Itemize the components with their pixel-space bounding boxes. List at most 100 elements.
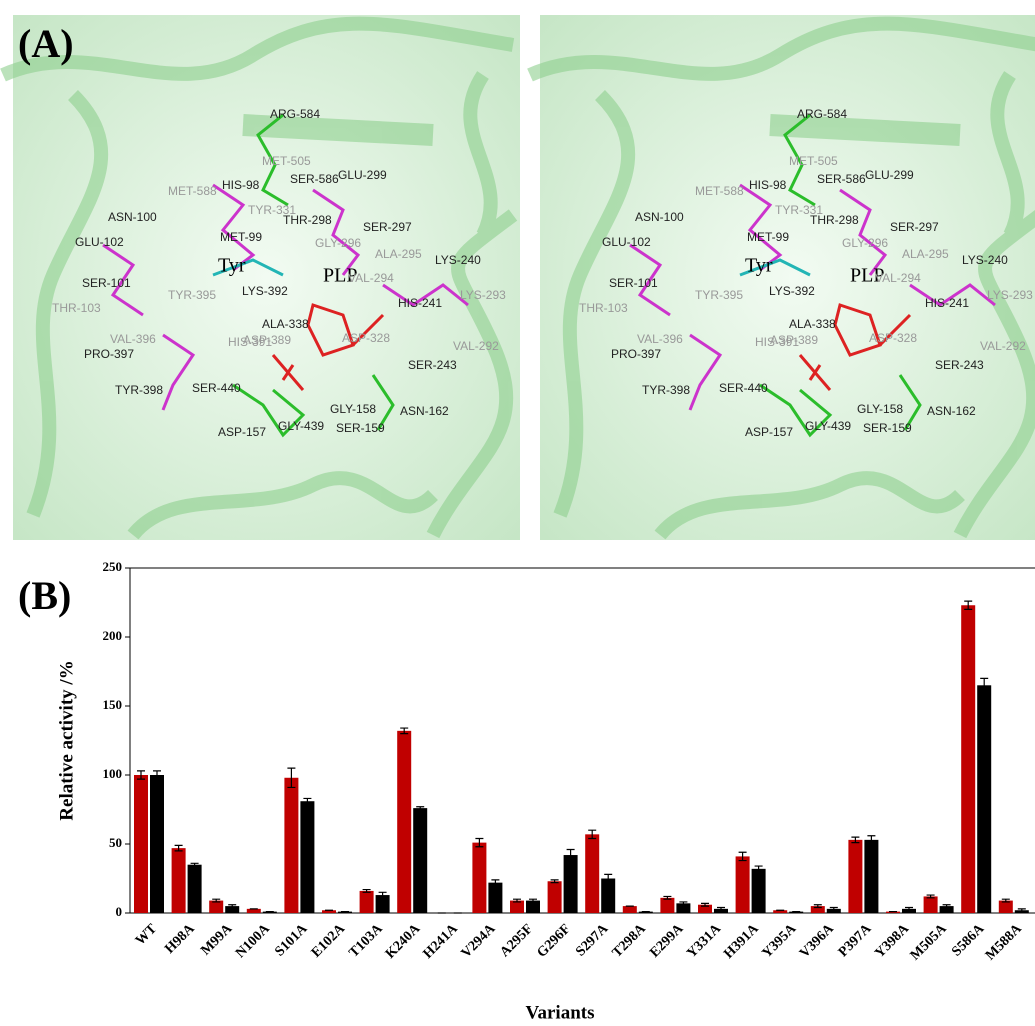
residue-label: GLY-439 xyxy=(278,419,324,433)
error-bar xyxy=(303,797,312,805)
error-bar xyxy=(137,770,145,780)
y-axis-label: Relative activity /% xyxy=(56,660,77,820)
bar xyxy=(322,910,336,913)
residue-label: PRO-397 xyxy=(611,347,661,361)
residue-label: ASN-162 xyxy=(927,404,976,418)
x-tick-label: H391A xyxy=(721,921,762,962)
residue-label: SER-297 xyxy=(363,220,412,234)
error-bar xyxy=(174,844,183,852)
bar xyxy=(939,906,954,913)
bar xyxy=(638,911,653,913)
residue-label: LYS-392 xyxy=(769,284,815,298)
residue-label: VAL-396 xyxy=(637,332,683,346)
residue-label: VAL-292 xyxy=(980,339,1026,353)
residue-label: MET-99 xyxy=(220,230,262,244)
residue-label: ASN-162 xyxy=(400,404,449,418)
residue-label: ASP-389 xyxy=(770,333,818,347)
residue-label: SER-440 xyxy=(192,381,241,395)
error-bar xyxy=(867,835,876,845)
error-bar xyxy=(212,898,221,903)
residue-label: THR-103 xyxy=(52,301,101,315)
residue-label: TYR-398 xyxy=(642,383,690,397)
residue-label: ALA-295 xyxy=(375,247,422,261)
residue-label: SER-159 xyxy=(863,421,912,435)
x-tick-label: G296F xyxy=(534,921,573,960)
bar xyxy=(826,908,841,913)
plot-frame xyxy=(129,567,1035,914)
x-tick-label: WT xyxy=(133,921,161,949)
residue-label: LYS-240 xyxy=(962,253,1008,267)
error-bar xyxy=(378,891,387,899)
x-tick-label: V294A xyxy=(459,921,499,961)
residue-label: THR-298 xyxy=(810,213,859,227)
residue-label: LYS-240 xyxy=(435,253,481,267)
panel-label: (B) xyxy=(18,573,71,618)
error-bar xyxy=(829,906,838,911)
residue-label: VAL-294 xyxy=(875,271,921,285)
structure-view-right xyxy=(530,15,1035,540)
residue-label: PLP xyxy=(850,265,884,287)
bar xyxy=(246,908,261,913)
bar xyxy=(622,906,637,913)
residue-label: VAL-292 xyxy=(453,339,499,353)
x-tick-label: E102A xyxy=(309,921,349,961)
error-bar xyxy=(513,898,521,903)
bar xyxy=(698,904,712,913)
error-bar xyxy=(1001,898,1010,903)
residue-label: PLP xyxy=(323,265,357,287)
residue-label: LYS-293 xyxy=(460,288,506,302)
bar xyxy=(488,882,503,913)
bar xyxy=(601,878,616,913)
bar xyxy=(209,900,224,913)
residue-label: LYS-293 xyxy=(987,288,1033,302)
residue-label: VAL-294 xyxy=(348,271,394,285)
residue-label: SER-586 xyxy=(817,172,866,186)
x-tick-label: K240A xyxy=(383,921,424,962)
residue-label: MET-99 xyxy=(747,230,789,244)
residue-label: TYR-398 xyxy=(115,383,163,397)
residue-label: SER-243 xyxy=(935,358,984,372)
bar xyxy=(171,848,186,913)
y-tick-label: 250 xyxy=(103,559,123,574)
error-bar xyxy=(738,851,747,862)
residue-label: GLU-299 xyxy=(338,168,387,182)
residue-label: VAL-396 xyxy=(110,332,156,346)
bar xyxy=(300,801,315,913)
residue-label: GLY-296 xyxy=(315,236,361,250)
residue-label: ASP-157 xyxy=(745,425,793,439)
residue-label: GLY-158 xyxy=(330,402,376,416)
bar xyxy=(864,839,879,913)
error-bar xyxy=(362,888,371,893)
error-bar xyxy=(754,865,763,873)
error-bar xyxy=(566,848,575,862)
error-bar xyxy=(529,898,537,903)
bar xyxy=(187,864,202,913)
error-bar xyxy=(1017,908,1026,913)
residue-label: HIS-241 xyxy=(925,296,969,310)
panel-label: (A) xyxy=(18,21,74,66)
x-tick-label: S101A xyxy=(272,921,311,960)
x-tick-label: Y398A xyxy=(872,921,912,961)
x-tick-label: S297A xyxy=(573,921,612,960)
bar xyxy=(510,900,524,913)
x-tick-label: M505A xyxy=(908,921,951,964)
residue-label: ASP-328 xyxy=(869,331,917,345)
residue-label: SER-243 xyxy=(408,358,457,372)
bar xyxy=(886,911,900,913)
error-bar xyxy=(851,836,860,844)
residue-label: TYR-395 xyxy=(168,288,216,302)
bar xyxy=(338,911,352,913)
x-tick-label: V396A xyxy=(797,921,837,961)
residue-label: GLY-439 xyxy=(805,419,851,433)
error-bar xyxy=(717,906,725,911)
error-bar xyxy=(942,904,951,909)
bar xyxy=(789,911,804,913)
error-bar xyxy=(905,906,913,911)
bar xyxy=(961,605,976,913)
bar xyxy=(923,896,938,913)
residue-label: HIS-98 xyxy=(749,178,787,192)
y-tick-label: 200 xyxy=(103,628,123,643)
bar xyxy=(660,897,675,913)
residue-label: SER-101 xyxy=(609,276,658,290)
